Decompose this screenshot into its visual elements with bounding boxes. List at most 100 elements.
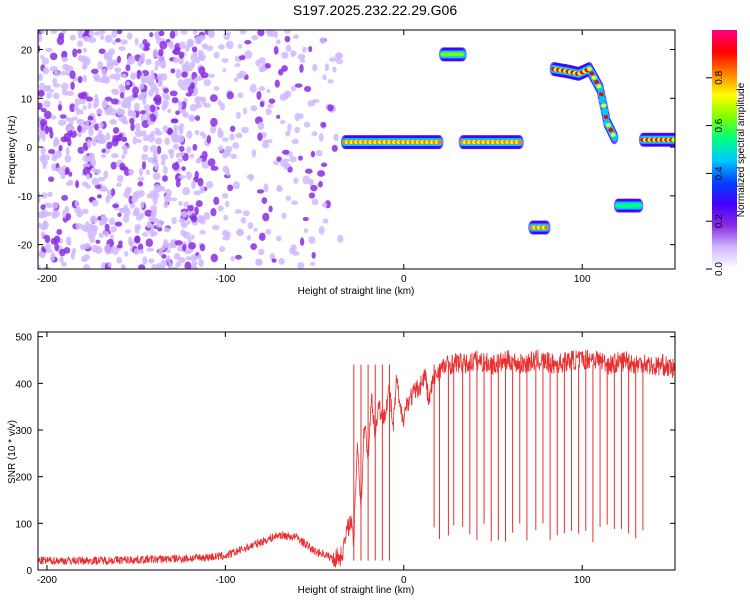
spectrogram-speck <box>285 44 292 52</box>
spectrogram-speck <box>208 73 215 78</box>
spectrogram-y-axis-label: Frequency (Hz) <box>7 116 18 185</box>
spectrogram-core <box>608 127 614 132</box>
spectrogram-speck <box>38 45 41 53</box>
spectrogram-speck <box>191 46 198 53</box>
spectrogram-speck <box>213 196 220 205</box>
spectrogram-speck <box>95 239 101 244</box>
spectrogram-speck <box>178 51 185 59</box>
spectrogram-speck <box>87 115 94 121</box>
spectrogram-speck <box>222 137 229 142</box>
spectrogram-speck <box>180 210 188 218</box>
spectrogram-speck <box>210 207 217 217</box>
spectrogram-speck <box>154 162 160 171</box>
spectrogram-speck <box>145 238 154 247</box>
spectrogram-speck <box>77 132 82 138</box>
spectrogram-speck <box>240 216 247 224</box>
spectrogram-speck <box>85 156 90 162</box>
spectrogram-speck <box>150 130 155 138</box>
spectrogram-speck <box>256 189 265 194</box>
spectrogram-speck <box>251 149 257 158</box>
spectrogram-speck <box>194 35 203 45</box>
spectrogram-speck <box>42 220 48 227</box>
spectrogram-speck <box>77 31 83 40</box>
spectrogram-speck <box>319 37 326 44</box>
spectrogram-speck <box>161 245 166 251</box>
spectrogram-speck <box>109 108 117 116</box>
spectrogram-speck <box>87 102 92 110</box>
spectrogram-speck <box>64 167 70 175</box>
spectrogram-speck <box>201 159 210 169</box>
spectrogram-speck <box>116 30 123 35</box>
spectrogram-speck <box>38 264 41 269</box>
spectrogram-speck <box>130 122 135 132</box>
spectrogram-speck <box>110 225 117 233</box>
spectrogram-speck <box>59 114 67 119</box>
spectrogram-speck <box>142 134 149 142</box>
spectrogram-speck <box>95 133 101 143</box>
spectrogram-speck <box>82 166 91 176</box>
spectrogram-speck <box>77 125 82 133</box>
spectrogram-speck <box>178 218 186 224</box>
spectrogram-speck <box>150 69 155 77</box>
spectrogram-speck <box>294 112 301 122</box>
spectrogram-speck <box>238 55 246 61</box>
spectrogram-speck <box>223 214 229 221</box>
snr-frame <box>37 331 676 571</box>
spectrogram-speck <box>132 86 139 95</box>
spectrogram-speck <box>213 86 220 91</box>
spectrogram-speck <box>40 54 45 60</box>
spectrogram-y-tick-label: -10 <box>18 192 33 203</box>
spectrogram-speck <box>38 196 41 204</box>
spectrogram-speck <box>267 103 274 109</box>
spectrogram-core <box>598 92 604 97</box>
spectrogram-speck <box>77 40 84 48</box>
spectrogram-speck <box>171 97 179 104</box>
spectrogram-speck <box>278 257 285 265</box>
spectrogram-y-ticks: 20 10 0 -10 -20 <box>18 46 675 252</box>
spectrogram-speck <box>149 104 156 113</box>
spectrogram-speck <box>49 88 55 94</box>
spectrogram-speck <box>206 45 214 52</box>
spectrogram-speck <box>119 92 125 99</box>
spectrogram-speck <box>221 192 229 199</box>
spectrogram-speck <box>77 92 85 99</box>
spectrogram-speck <box>199 185 205 194</box>
spectrogram-speck <box>172 266 178 269</box>
spectrogram-speck <box>141 153 149 161</box>
spectrogram-speck <box>195 102 203 109</box>
spectrogram-speck <box>194 96 202 104</box>
spectrogram-speck <box>134 37 139 46</box>
spectrogram-speck <box>230 153 237 160</box>
spectrogram-speck <box>184 45 190 52</box>
spectrogram-speck <box>187 204 194 212</box>
spectrogram-speck <box>91 225 99 232</box>
spectrogram-speck <box>75 180 80 189</box>
spectrogram-speck <box>125 81 130 86</box>
spectrogram-speck <box>318 225 325 235</box>
spectrogram-speck <box>132 136 138 145</box>
spectrogram-speck <box>162 125 169 133</box>
spectrogram-speck <box>85 96 93 102</box>
spectrogram-speck <box>110 98 119 105</box>
spectrogram-speck <box>122 115 127 124</box>
spectrogram-speck <box>91 68 99 74</box>
spectrogram-speck <box>112 40 117 46</box>
spectrogram-speck <box>327 104 334 112</box>
spectrogram-speck <box>53 235 61 244</box>
spectrogram-speck <box>153 184 162 193</box>
spectrogram-speck <box>128 169 134 176</box>
spectrogram-speck <box>73 106 79 111</box>
spectrogram-speck <box>147 78 154 86</box>
snr-series-line <box>37 349 675 568</box>
spectrogram-speck <box>60 174 66 180</box>
spectrogram-speck <box>318 180 323 188</box>
spectrogram-speck <box>160 259 167 269</box>
spectrogram-speck <box>210 165 219 171</box>
spectrogram-speck <box>57 104 62 112</box>
spectrogram-speck <box>185 171 192 180</box>
spectrogram-speck <box>154 60 162 67</box>
spectrogram-speck <box>230 125 236 132</box>
spectrogram-speck <box>99 30 106 35</box>
spectrogram-speck <box>103 170 109 180</box>
